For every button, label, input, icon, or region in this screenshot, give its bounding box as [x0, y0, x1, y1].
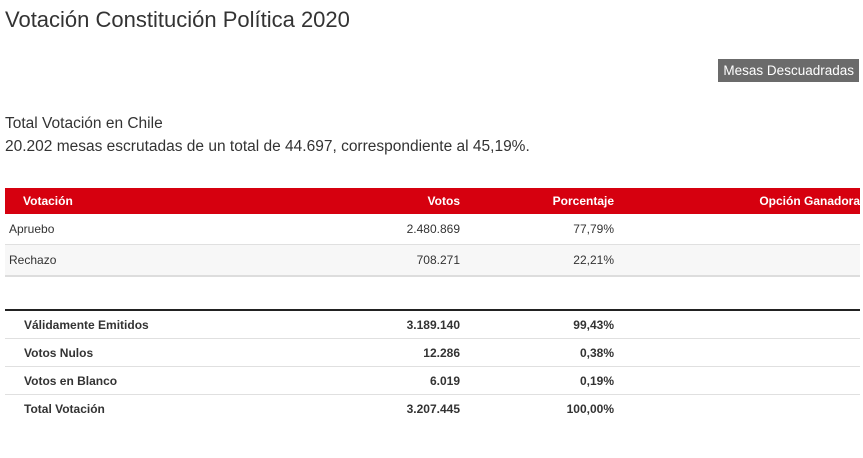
- total-votes: 3.207.445: [406, 401, 460, 416]
- option-votes: 708.271: [156, 244, 460, 277]
- header-opcion-ganadora: Opción Ganadora: [614, 188, 860, 214]
- header-votos: Votos: [156, 188, 460, 214]
- header-votacion: Votación: [5, 188, 156, 214]
- table-row: Válidamente Emitidos 3.189.140 99,43%: [5, 310, 860, 339]
- option-winner: [614, 244, 860, 277]
- table-row: Rechazo 708.271 22,21%: [5, 244, 860, 277]
- option-percentage: 77,79%: [460, 214, 614, 245]
- total-label: Votos Nulos: [5, 338, 156, 367]
- page-title: Votación Constitución Política 2020: [5, 7, 350, 32]
- totals-table: Válidamente Emitidos 3.189.140 99,43% Vo…: [5, 309, 860, 422]
- total-votes: 12.286: [156, 338, 460, 367]
- header-porcentaje: Porcentaje: [460, 188, 614, 214]
- total-label: Total Votación: [24, 401, 105, 416]
- total-label: Votos en Blanco: [5, 366, 156, 395]
- summary: Total Votación en Chile 20.202 mesas esc…: [5, 112, 530, 158]
- summary-detail: 20.202 mesas escrutadas de un total de 4…: [5, 138, 530, 155]
- total-label: Válidamente Emitidos: [5, 310, 156, 339]
- option-votes: 2.480.869: [156, 214, 460, 245]
- mesas-descuadradas-button[interactable]: Mesas Descuadradas: [718, 59, 859, 82]
- option-name: Apruebo: [5, 214, 156, 245]
- table-row: Apruebo 2.480.869 77,79%: [5, 214, 860, 245]
- results-table: Votación Votos Porcentaje Opción Ganador…: [5, 188, 860, 277]
- total-percentage: 0,19%: [460, 366, 614, 395]
- total-percentage: 0,38%: [460, 338, 614, 367]
- summary-heading: Total Votación en Chile: [5, 115, 163, 132]
- table-row: Total Votación 3.207.445 100,00%: [5, 395, 860, 423]
- option-winner: [614, 214, 860, 245]
- total-votes: 6.019: [156, 366, 460, 395]
- option-name: Rechazo: [5, 244, 156, 277]
- table-row: Votos en Blanco 6.019 0,19%: [5, 366, 860, 395]
- results-header-row: Votación Votos Porcentaje Opción Ganador…: [5, 188, 860, 214]
- table-row: Votos Nulos 12.286 0,38%: [5, 338, 860, 367]
- option-percentage: 22,21%: [460, 244, 614, 277]
- total-percentage: 100,00%: [566, 401, 614, 416]
- total-percentage: 99,43%: [460, 310, 614, 339]
- total-votes: 3.189.140: [156, 310, 460, 339]
